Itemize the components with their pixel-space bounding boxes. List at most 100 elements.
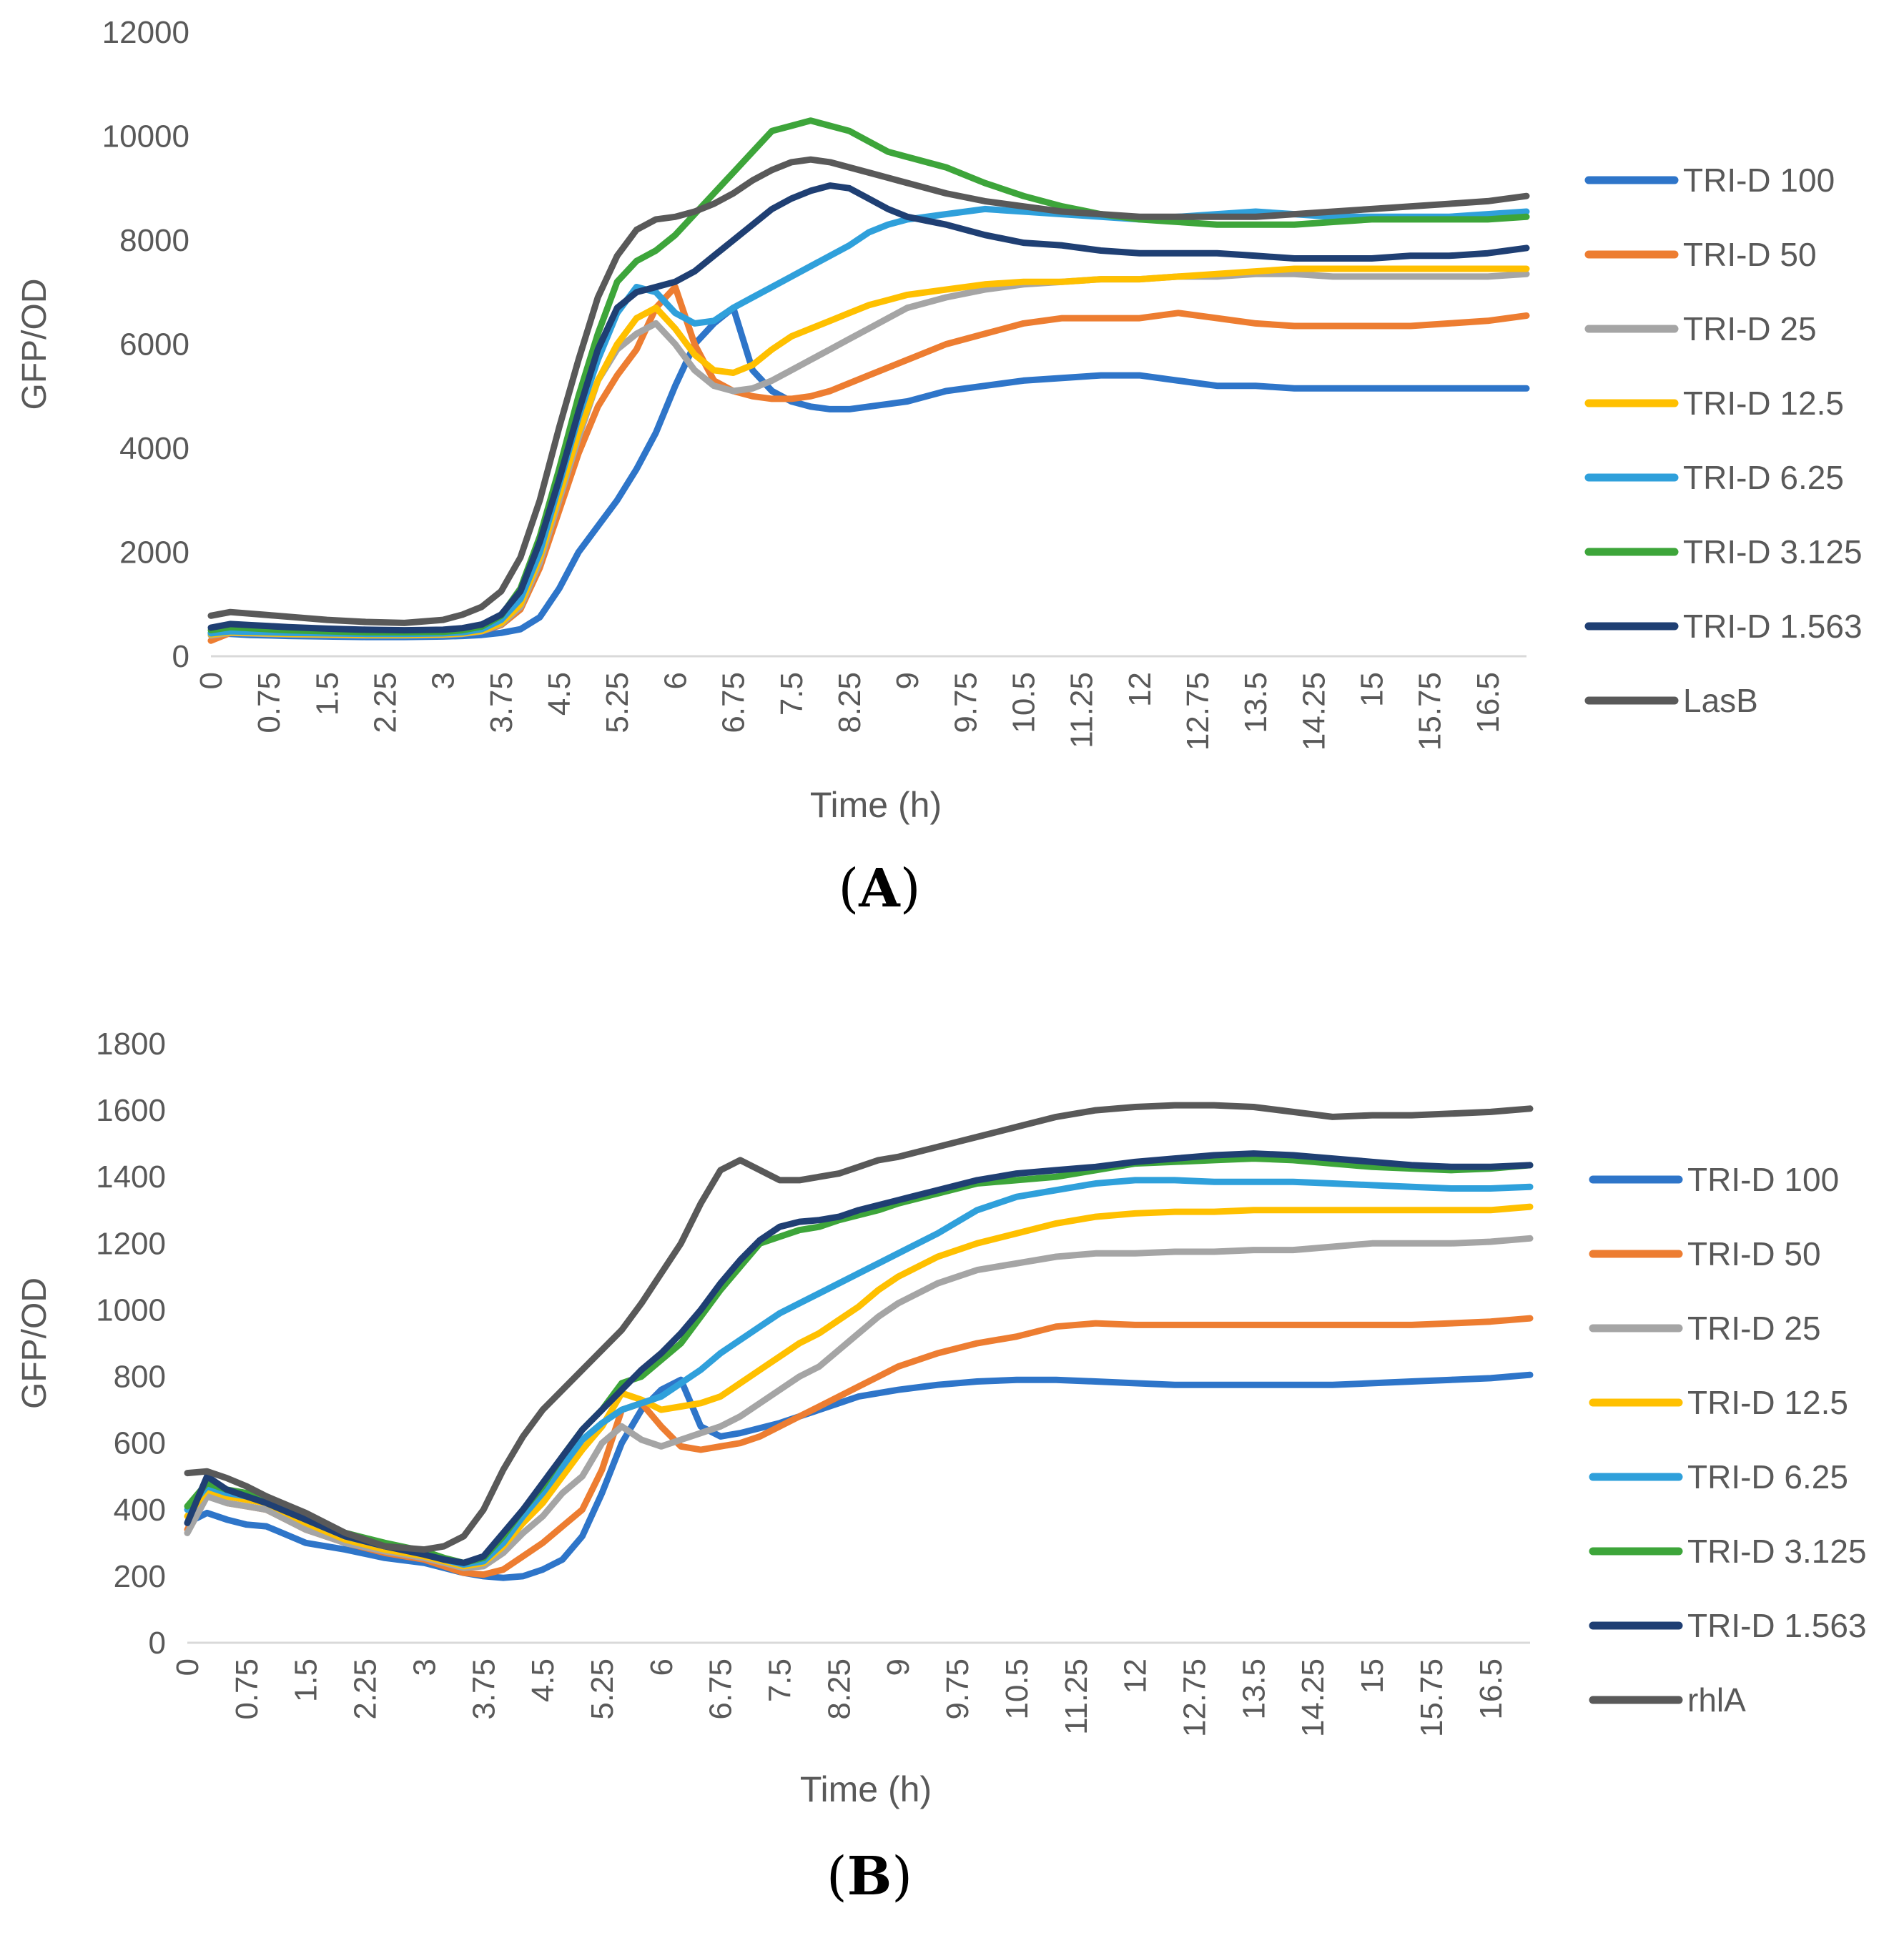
legend-item: TRI-D 100: [1584, 162, 1835, 199]
x-tick-label: 15.75: [1414, 1658, 1449, 1737]
x-tick-label: 11.25: [1065, 672, 1100, 748]
legend-label: TRI-D 25: [1683, 310, 1817, 347]
y-tick-label: 2000: [119, 535, 189, 570]
series-line-tri-d-3-125: [184, 1155, 1534, 1566]
y-tick-label: 0: [149, 1626, 166, 1661]
x-tick-label: 9.75: [940, 1658, 975, 1720]
y-tick-label: 12000: [102, 15, 189, 50]
series-line-tri-d-6-25: [207, 205, 1530, 638]
legend-label: TRI-D 50: [1687, 1235, 1821, 1272]
legend-label: TRI-D 12.5: [1687, 1384, 1848, 1421]
x-tick-label: 1.5: [310, 672, 345, 716]
x-tick-label: 6: [644, 1658, 679, 1676]
legend-label: TRI-D 3.125: [1683, 533, 1863, 570]
x-tick-label: 13.5: [1236, 1658, 1271, 1720]
x-tick-label: 6.75: [704, 1658, 739, 1720]
legend-item: TRI-D 100: [1589, 1161, 1839, 1198]
y-tick-label: 10000: [102, 119, 189, 154]
y-axis-label: GFP/OD: [16, 278, 54, 410]
x-tick-label: 4.5: [542, 672, 577, 716]
x-tick-label: 5.25: [585, 1658, 620, 1720]
caption-paren-close: ): [900, 858, 921, 919]
series-line-lasb: [207, 156, 1530, 626]
x-tick-label: 12: [1118, 1658, 1153, 1694]
legend-label: TRI-D 3.125: [1687, 1533, 1867, 1570]
caption-letter: B: [847, 1846, 892, 1907]
x-tick-label: 16.5: [1471, 672, 1506, 733]
y-axis-label: GFP/OD: [16, 1277, 54, 1409]
x-tick-label: 8.25: [822, 1658, 857, 1720]
chart-panel-b: 0 200 400 600 800 1000 1200 1400 1600 1800 0 0.75 1.…: [16, 1027, 1867, 1907]
legend-item: TRI-D 12.5: [1589, 1384, 1848, 1421]
legend-item: TRI-D 12.5: [1584, 385, 1844, 422]
x-tick-label: 3.75: [466, 1658, 501, 1720]
x-axis-label: Time (h): [800, 1769, 932, 1809]
legend-label: TRI-D 100: [1683, 162, 1835, 199]
legend-label: LasB: [1683, 682, 1758, 719]
x-tick-label: 7.5: [774, 672, 809, 716]
legend-label: TRI-D 100: [1687, 1161, 1839, 1198]
legend-label: TRI-D 25: [1687, 1310, 1821, 1347]
legend-item: TRI-D 3.125: [1584, 533, 1863, 570]
x-tick-label: 0: [170, 1658, 205, 1676]
legend-item: TRI-D 1.563: [1584, 608, 1863, 645]
legend-item: TRI-D 6.25: [1589, 1458, 1848, 1496]
x-axis-label: Time (h): [810, 785, 942, 825]
series-line-tri-d-1-563: [207, 182, 1530, 634]
series-line-rhla: [184, 1102, 1534, 1553]
x-tick-label: 2.25: [368, 672, 403, 733]
series-line-tri-d-25: [184, 1235, 1534, 1571]
legend-item: TRI-D 50: [1584, 236, 1817, 273]
x-tick-label: 14.25: [1296, 1658, 1331, 1737]
x-tick-label: 10.5: [1000, 1658, 1035, 1720]
x-tick-label: 5.25: [600, 672, 635, 733]
y-tick-label: 1200: [96, 1226, 166, 1261]
x-tick-label: 12.75: [1180, 672, 1215, 751]
series-line-tri-d-50: [184, 1315, 1534, 1578]
legend-label: TRI-D 1.563: [1683, 608, 1863, 645]
legend-item: rhlA: [1589, 1681, 1746, 1719]
x-tick-label: 12.75: [1178, 1658, 1213, 1737]
series-line-tri-d-100: [207, 305, 1530, 641]
legend-label: TRI-D 12.5: [1683, 385, 1844, 422]
x-tick-label: 9: [881, 1658, 916, 1676]
x-tick-label: 14.25: [1296, 672, 1331, 751]
x-tick-label: 8.25: [832, 672, 867, 733]
y-tick-label: 8000: [119, 223, 189, 258]
y-tick-label: 4000: [119, 431, 189, 466]
legend-item: TRI-D 1.563: [1589, 1607, 1867, 1644]
caption-letter: A: [858, 858, 901, 919]
y-tick-label: 1600: [96, 1093, 166, 1128]
x-tick-label: 6.75: [716, 672, 751, 733]
y-tick-label: 1800: [96, 1027, 166, 1062]
x-tick-label: 0: [194, 672, 229, 689]
legend-item: TRI-D 25: [1589, 1310, 1821, 1347]
legend-label: TRI-D 1.563: [1687, 1607, 1867, 1644]
y-tick-label: 0: [172, 639, 189, 674]
legend-item: LasB: [1584, 682, 1758, 719]
x-tick-label: 6: [658, 672, 693, 689]
x-tick-label: 3.75: [484, 672, 519, 733]
legend-item: TRI-D 50: [1589, 1235, 1821, 1272]
legend-item: TRI-D 3.125: [1589, 1533, 1867, 1570]
y-tick-label: 1000: [96, 1292, 166, 1328]
caption-paren-close: ): [892, 1846, 912, 1907]
chart-panel-a: 0 2000 4000 6000 8000 10000 12000 0 0.75 1.5 2.25 3…: [16, 15, 1863, 919]
x-tick-label: 10.5: [1006, 672, 1041, 733]
series-line-tri-d-1-563: [184, 1150, 1534, 1566]
x-tick-label: 16.5: [1474, 1658, 1509, 1720]
x-tick-label: 0.75: [252, 672, 287, 733]
x-tick-label: 11.25: [1059, 1658, 1094, 1735]
y-tick-label: 200: [114, 1559, 166, 1594]
series-line-tri-d-6-25: [184, 1177, 1534, 1568]
x-tick-label: 0.75: [230, 1658, 265, 1720]
legend-item: TRI-D 6.25: [1584, 459, 1844, 496]
y-tick-label: 1400: [96, 1160, 166, 1195]
panel-caption: (A): [838, 858, 920, 919]
y-tick-label: 6000: [119, 327, 189, 362]
legend-label: rhlA: [1687, 1681, 1746, 1719]
x-tick-label: 15: [1355, 672, 1390, 707]
x-tick-label: 9: [890, 672, 925, 689]
x-tick-label: 15.75: [1413, 672, 1448, 751]
